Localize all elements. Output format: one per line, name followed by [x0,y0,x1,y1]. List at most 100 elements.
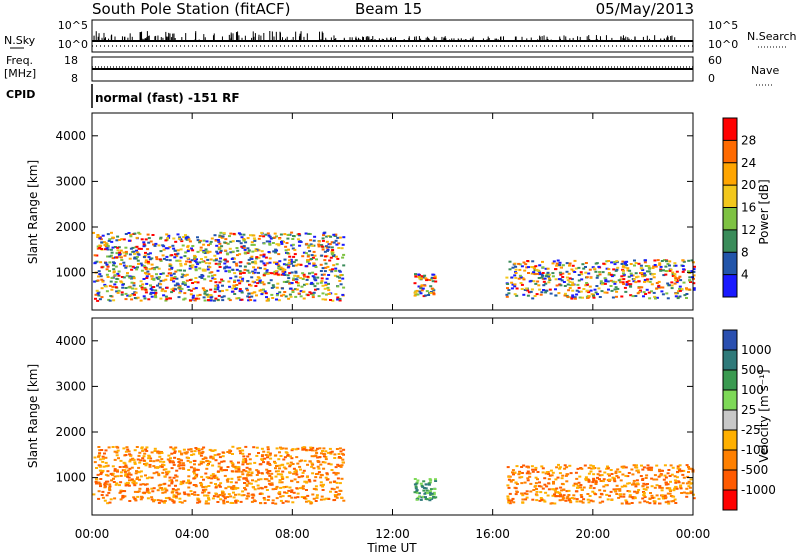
data-cell [207,275,211,278]
data-cell [415,491,419,494]
data-cell [320,273,324,276]
data-cell [328,259,332,262]
data-cell [236,447,240,450]
data-cell [433,488,437,490]
data-cell [249,284,253,287]
data-cell [558,271,562,274]
data-cell [554,495,557,497]
data-cell [288,486,292,489]
data-cell [612,478,616,481]
data-cell [413,491,417,494]
data-cell [161,254,165,257]
data-cell [98,458,102,461]
data-cell [284,295,288,298]
data-cell [614,286,618,289]
data-cell [288,282,292,285]
data-cell [218,266,222,268]
data-cell [97,446,101,448]
data-cell [341,458,345,461]
data-cell [592,473,596,476]
data-cell [101,460,105,463]
data-cell [147,241,151,244]
data-cell [668,475,672,477]
data-cell [195,261,198,264]
data-cell [336,463,340,466]
data-cell [603,471,607,474]
data-cell [415,498,419,501]
data-cell [628,495,632,498]
data-cell [280,481,284,484]
data-cell [595,285,599,287]
data-cell [419,287,423,290]
data-cell [573,297,577,300]
data-cell [247,471,251,474]
data-cell [680,492,684,494]
data-cell [307,262,311,265]
data-cell [270,293,274,296]
data-cell [260,472,264,475]
data-cell [562,488,566,491]
data-cell [271,488,275,491]
data-cell [633,264,636,267]
data-cell [183,283,187,286]
data-cell [231,268,235,271]
data-cell [213,274,217,277]
data-cell [541,467,545,470]
data-cell [172,494,176,497]
colorbar-segment [723,330,737,351]
colorbar-segment [723,140,737,164]
data-cell [609,273,613,276]
data-cell [334,491,338,493]
data-cell [546,271,550,274]
data-cell [108,487,111,489]
data-cell [533,267,536,270]
data-cell [156,499,160,502]
data-cell [224,487,228,490]
data-cell [340,247,344,250]
data-cell [320,452,323,455]
data-cell [229,495,233,498]
data-cell [544,491,548,494]
data-cell [575,482,579,485]
data-cell [242,239,246,242]
data-cell [537,284,541,287]
data-cell [142,459,146,462]
data-cell [104,261,108,264]
date-label: 05/May/2013 [596,0,694,18]
data-cell [533,272,537,275]
data-cell [226,477,230,480]
data-cell [535,490,539,493]
data-cell [183,493,187,496]
data-cell [421,485,425,488]
data-cell [653,502,657,505]
data-cell [121,496,125,499]
data-cell [180,501,184,504]
data-cell [653,486,657,489]
data-cell [247,271,251,274]
data-cell [431,280,435,283]
data-cell [140,238,144,241]
data-cell [232,496,236,499]
data-cell [192,477,196,480]
data-cell [339,450,343,453]
data-cell [198,261,202,264]
data-cell [231,240,235,243]
data-cell [610,289,614,292]
data-cell [319,498,323,501]
data-cell [145,462,149,465]
cpid-text: normal (fast) -151 RF [95,91,240,105]
data-cell [255,256,259,259]
data-cell [199,482,203,484]
data-cell [244,461,248,464]
data-cell [214,459,218,462]
data-cell [267,479,271,482]
data-cell [243,487,246,489]
data-cell [177,461,181,463]
data-cell [515,465,519,468]
data-cell [198,293,202,296]
data-cell [625,264,629,267]
data-cell [217,248,221,251]
data-cell [682,469,686,472]
data-cell [157,472,161,475]
data-cell [634,262,638,264]
